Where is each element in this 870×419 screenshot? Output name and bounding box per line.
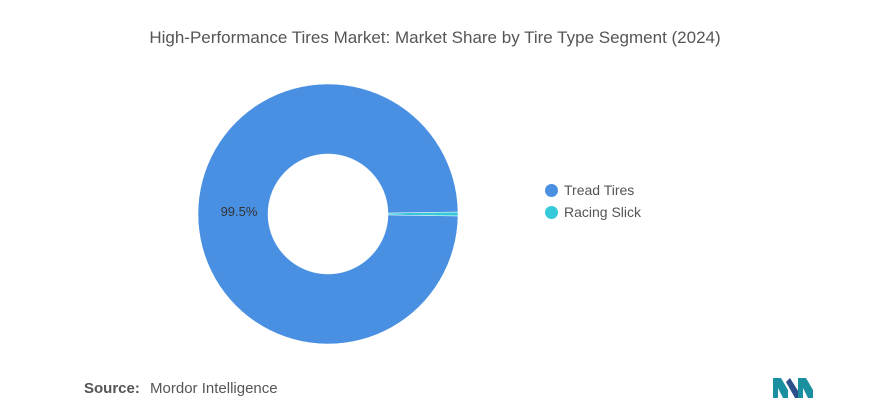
chart-title: High-Performance Tires Market: Market Sh…	[149, 28, 721, 47]
source-note: Source: Mordor Intelligence	[84, 380, 278, 397]
data-label-tread-tires: 99.5%	[221, 204, 258, 219]
legend-swatch-racing-slick	[545, 205, 558, 219]
legend-label-racing-slick: Racing Slick	[564, 204, 642, 220]
legend-label-tread-tires: Tread Tires	[564, 182, 635, 198]
source-text: Mordor Intelligence	[150, 380, 278, 397]
legend-item-tread-tires[interactable]: Tread Tires	[545, 179, 641, 201]
slice-tread-tires[interactable]	[197, 83, 459, 345]
legend-swatch-tread-tires	[545, 183, 558, 197]
source-label: Source:	[84, 380, 140, 397]
chart-legend: Tread Tires Racing Slick	[545, 179, 641, 223]
legend-item-racing-slick[interactable]: Racing Slick	[545, 201, 641, 223]
mordor-intelligence-logo-icon	[773, 378, 813, 398]
